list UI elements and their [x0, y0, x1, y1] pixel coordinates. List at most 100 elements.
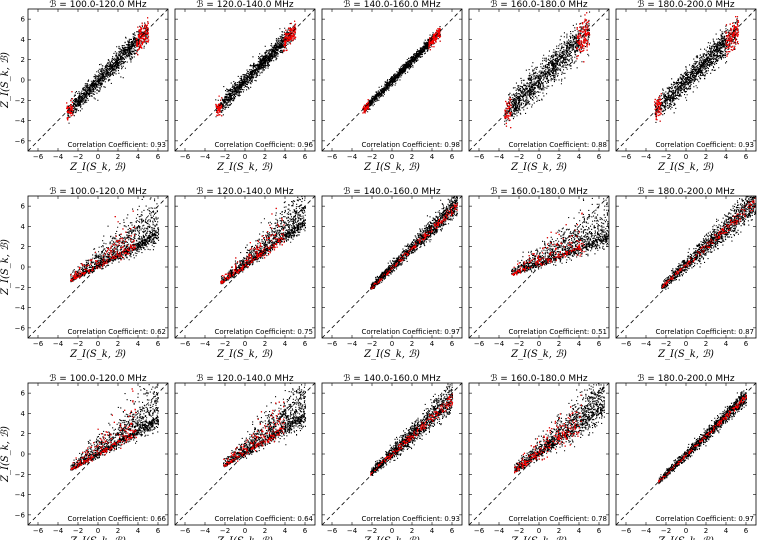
x-tick-label: −2 — [220, 153, 230, 161]
y-tick-label: 2 — [21, 430, 25, 438]
x-tick-label: 2 — [704, 153, 708, 161]
x-tick-label: −2 — [220, 527, 230, 535]
x-tick-label: 4 — [430, 340, 435, 348]
x-axis-label: Z_I(S_k, ℬ) — [657, 162, 714, 173]
x-tick-label: 6 — [450, 527, 455, 535]
x-tick-label: 0 — [684, 527, 688, 535]
y-tick-label: 6 — [21, 16, 26, 24]
x-tick-label: −4 — [347, 153, 358, 161]
x-tick-label: −4 — [494, 527, 505, 535]
x-tick-label: 6 — [597, 153, 602, 161]
x-tick-label: 6 — [744, 340, 749, 348]
bulk-points — [370, 196, 459, 290]
x-tick-label: −6 — [621, 153, 632, 161]
diagonal-reference-line — [27, 195, 169, 339]
diagonal-reference-line — [174, 8, 316, 152]
diagonal-reference-line — [321, 382, 463, 526]
scatter-points — [658, 388, 748, 485]
diagonal-reference-line — [468, 195, 610, 339]
panel-r2-c1: ℬ = 100.0-120.0 MHz −6 −4 −2 0 2 4 6 −6 −4 −2 0 2 4 6 C… — [0, 187, 169, 360]
x-tick-label: −6 — [474, 527, 485, 535]
correlation-label: Correlation Coefficient: 0.93 — [361, 515, 460, 523]
x-tick-label: −6 — [474, 153, 485, 161]
y-tick-label: 0 — [21, 451, 25, 459]
y-tick-label: −6 — [15, 511, 26, 519]
x-tick-label: 6 — [597, 527, 602, 535]
x-tick-label: 4 — [283, 527, 288, 535]
y-axis-label: Z_I(S_k, ℬ) — [0, 426, 11, 483]
correlation-label: Correlation Coefficient: 0.75 — [214, 328, 313, 336]
panel-title: ℬ = 120.0-140.0 MHz — [196, 187, 294, 197]
y-tick-label: −4 — [15, 304, 26, 312]
x-tick-label: 0 — [243, 527, 247, 535]
x-tick-label: 0 — [537, 340, 541, 348]
x-tick-label: 0 — [537, 153, 541, 161]
correlation-label: Correlation Coefficient: 0.62 — [67, 328, 166, 336]
x-tick-label: 6 — [156, 527, 161, 535]
x-tick-label: 6 — [744, 153, 749, 161]
highlight-points — [511, 212, 585, 276]
x-tick-label: 2 — [410, 153, 414, 161]
panel-title: ℬ = 180.0-200.0 MHz — [637, 374, 735, 384]
highlight-points — [370, 203, 458, 290]
x-tick-label: −2 — [220, 340, 230, 348]
x-axis-label: Z_I(S_k, ℬ) — [510, 162, 567, 173]
x-tick-label: 6 — [156, 153, 161, 161]
scatter-points — [370, 196, 459, 290]
panel-r1-c3: ℬ = 140.0-160.0 MHz −6 −4 −2 0 2 4 6 Correlation… — [321, 0, 463, 173]
y-tick-label: −4 — [15, 117, 26, 125]
x-tick-label: −4 — [53, 340, 64, 348]
scatter-points — [504, 11, 591, 129]
x-tick-label: 2 — [263, 527, 267, 535]
x-tick-label: −4 — [200, 153, 211, 161]
correlation-label: Correlation Coefficient: 0.88 — [508, 141, 607, 149]
x-tick-label: −2 — [73, 527, 83, 535]
bulk-points — [220, 196, 306, 285]
x-tick-label: 6 — [303, 527, 308, 535]
panel-r3-c4: ℬ = 160.0-180.0 MHz −6 −4 −2 0 2 4 6 Correlation… — [468, 374, 610, 540]
x-tick-label: 4 — [283, 153, 288, 161]
x-tick-label: −2 — [661, 340, 671, 348]
x-tick-label: −6 — [33, 153, 44, 161]
correlation-label: Correlation Coefficient: 0.97 — [361, 328, 460, 336]
y-tick-label: 4 — [21, 410, 26, 418]
panel-r3-c1: ℬ = 100.0-120.0 MHz −6 −4 −2 0 2 4 6 −6 −4 −2 0 2 4 6 C… — [0, 374, 169, 540]
x-tick-label: −2 — [367, 153, 377, 161]
panel-r3-c3: ℬ = 140.0-160.0 MHz −6 −4 −2 0 2 4 6 Correlation… — [321, 374, 463, 540]
x-tick-label: 4 — [283, 340, 288, 348]
x-tick-label: 2 — [557, 340, 561, 348]
diagonal-reference-line — [615, 195, 757, 339]
panel-title: ℬ = 160.0-180.0 MHz — [490, 187, 588, 197]
x-tick-label: −6 — [180, 527, 191, 535]
y-tick-label: −2 — [15, 97, 25, 105]
y-tick-label: 6 — [21, 390, 26, 398]
x-tick-label: 6 — [303, 153, 308, 161]
x-axis-label: Z_I(S_k, ℬ) — [69, 162, 126, 173]
panel-title: ℬ = 140.0-160.0 MHz — [343, 187, 441, 197]
x-tick-label: −2 — [514, 153, 524, 161]
correlation-label: Correlation Coefficient: 0.93 — [67, 141, 166, 149]
correlation-label: Correlation Coefficient: 0.97 — [655, 515, 754, 523]
x-tick-label: 4 — [136, 340, 141, 348]
x-tick-label: 0 — [390, 527, 394, 535]
y-tick-label: −2 — [15, 471, 25, 479]
highlight-points — [362, 27, 442, 114]
x-tick-label: 6 — [744, 527, 749, 535]
bulk-points — [661, 196, 756, 290]
highlight-points — [70, 210, 136, 282]
x-tick-label: 2 — [410, 340, 414, 348]
scatter-points — [514, 383, 605, 474]
scatter-points — [220, 196, 306, 285]
highlight-points — [220, 207, 285, 284]
x-tick-label: 2 — [116, 527, 120, 535]
x-tick-label: −2 — [661, 527, 671, 535]
x-axis-label: Z_I(S_k, ℬ) — [363, 162, 420, 173]
x-tick-label: −4 — [53, 527, 64, 535]
x-axis-label: Z_I(S_k, ℬ) — [69, 349, 126, 360]
x-tick-label: 4 — [430, 153, 435, 161]
x-tick-label: 4 — [577, 153, 582, 161]
x-tick-label: −4 — [641, 340, 652, 348]
x-tick-label: 4 — [724, 527, 729, 535]
x-tick-label: −6 — [621, 340, 632, 348]
x-tick-label: −2 — [514, 527, 524, 535]
